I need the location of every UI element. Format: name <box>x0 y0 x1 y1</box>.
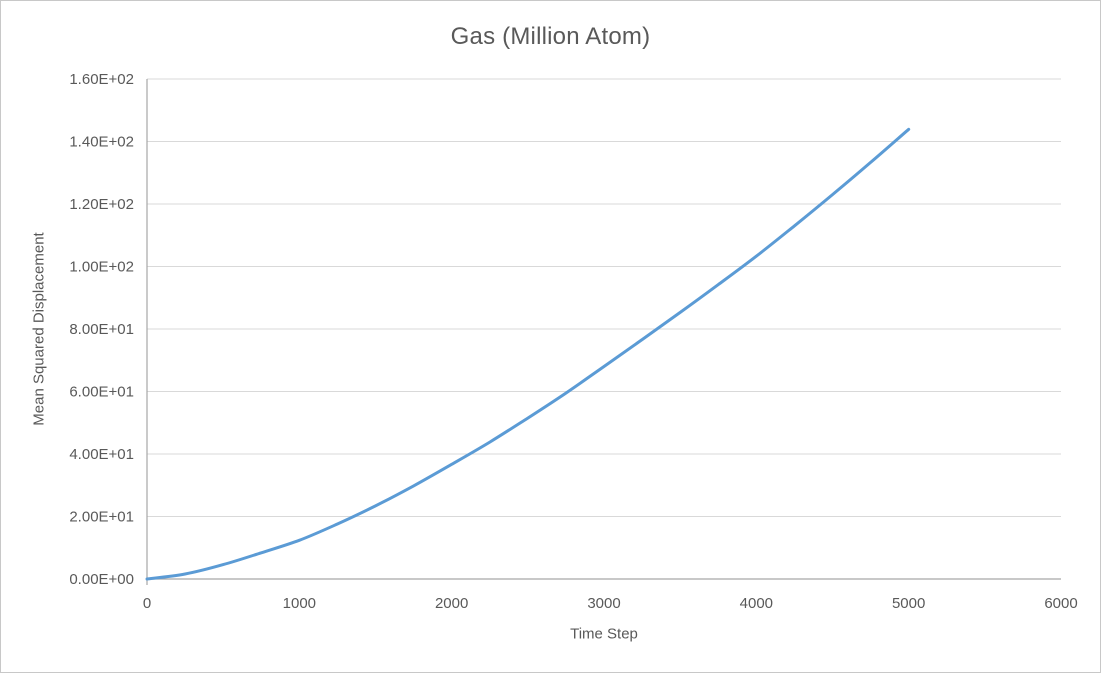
y-tick-label: 2.00E+01 <box>69 509 134 526</box>
x-tick-label: 3000 <box>587 595 620 612</box>
chart-title: Gas (Million Atom) <box>450 23 651 50</box>
y-tick-label: 1.60E+02 <box>69 71 134 88</box>
y-tick-label: 1.20E+02 <box>69 196 134 213</box>
x-axis-title: Time Step <box>570 625 638 643</box>
y-tick-label: 1.40E+02 <box>69 134 134 151</box>
x-tick-label: 1000 <box>283 595 316 612</box>
x-tick-label: 6000 <box>1044 595 1077 612</box>
x-tick-label: 0 <box>143 595 151 612</box>
y-tick-label: 1.00E+02 <box>69 259 134 276</box>
y-tick-label: 0.00E+00 <box>69 571 134 588</box>
y-tick-label: 6.00E+01 <box>69 384 134 401</box>
y-tick-label: 4.00E+01 <box>69 446 134 463</box>
y-tick-label: 8.00E+01 <box>69 321 134 338</box>
msd-curve <box>145 127 911 581</box>
x-tick-label: 5000 <box>892 595 925 612</box>
x-tick-label: 4000 <box>740 595 773 612</box>
x-tick-label: 2000 <box>435 595 468 612</box>
